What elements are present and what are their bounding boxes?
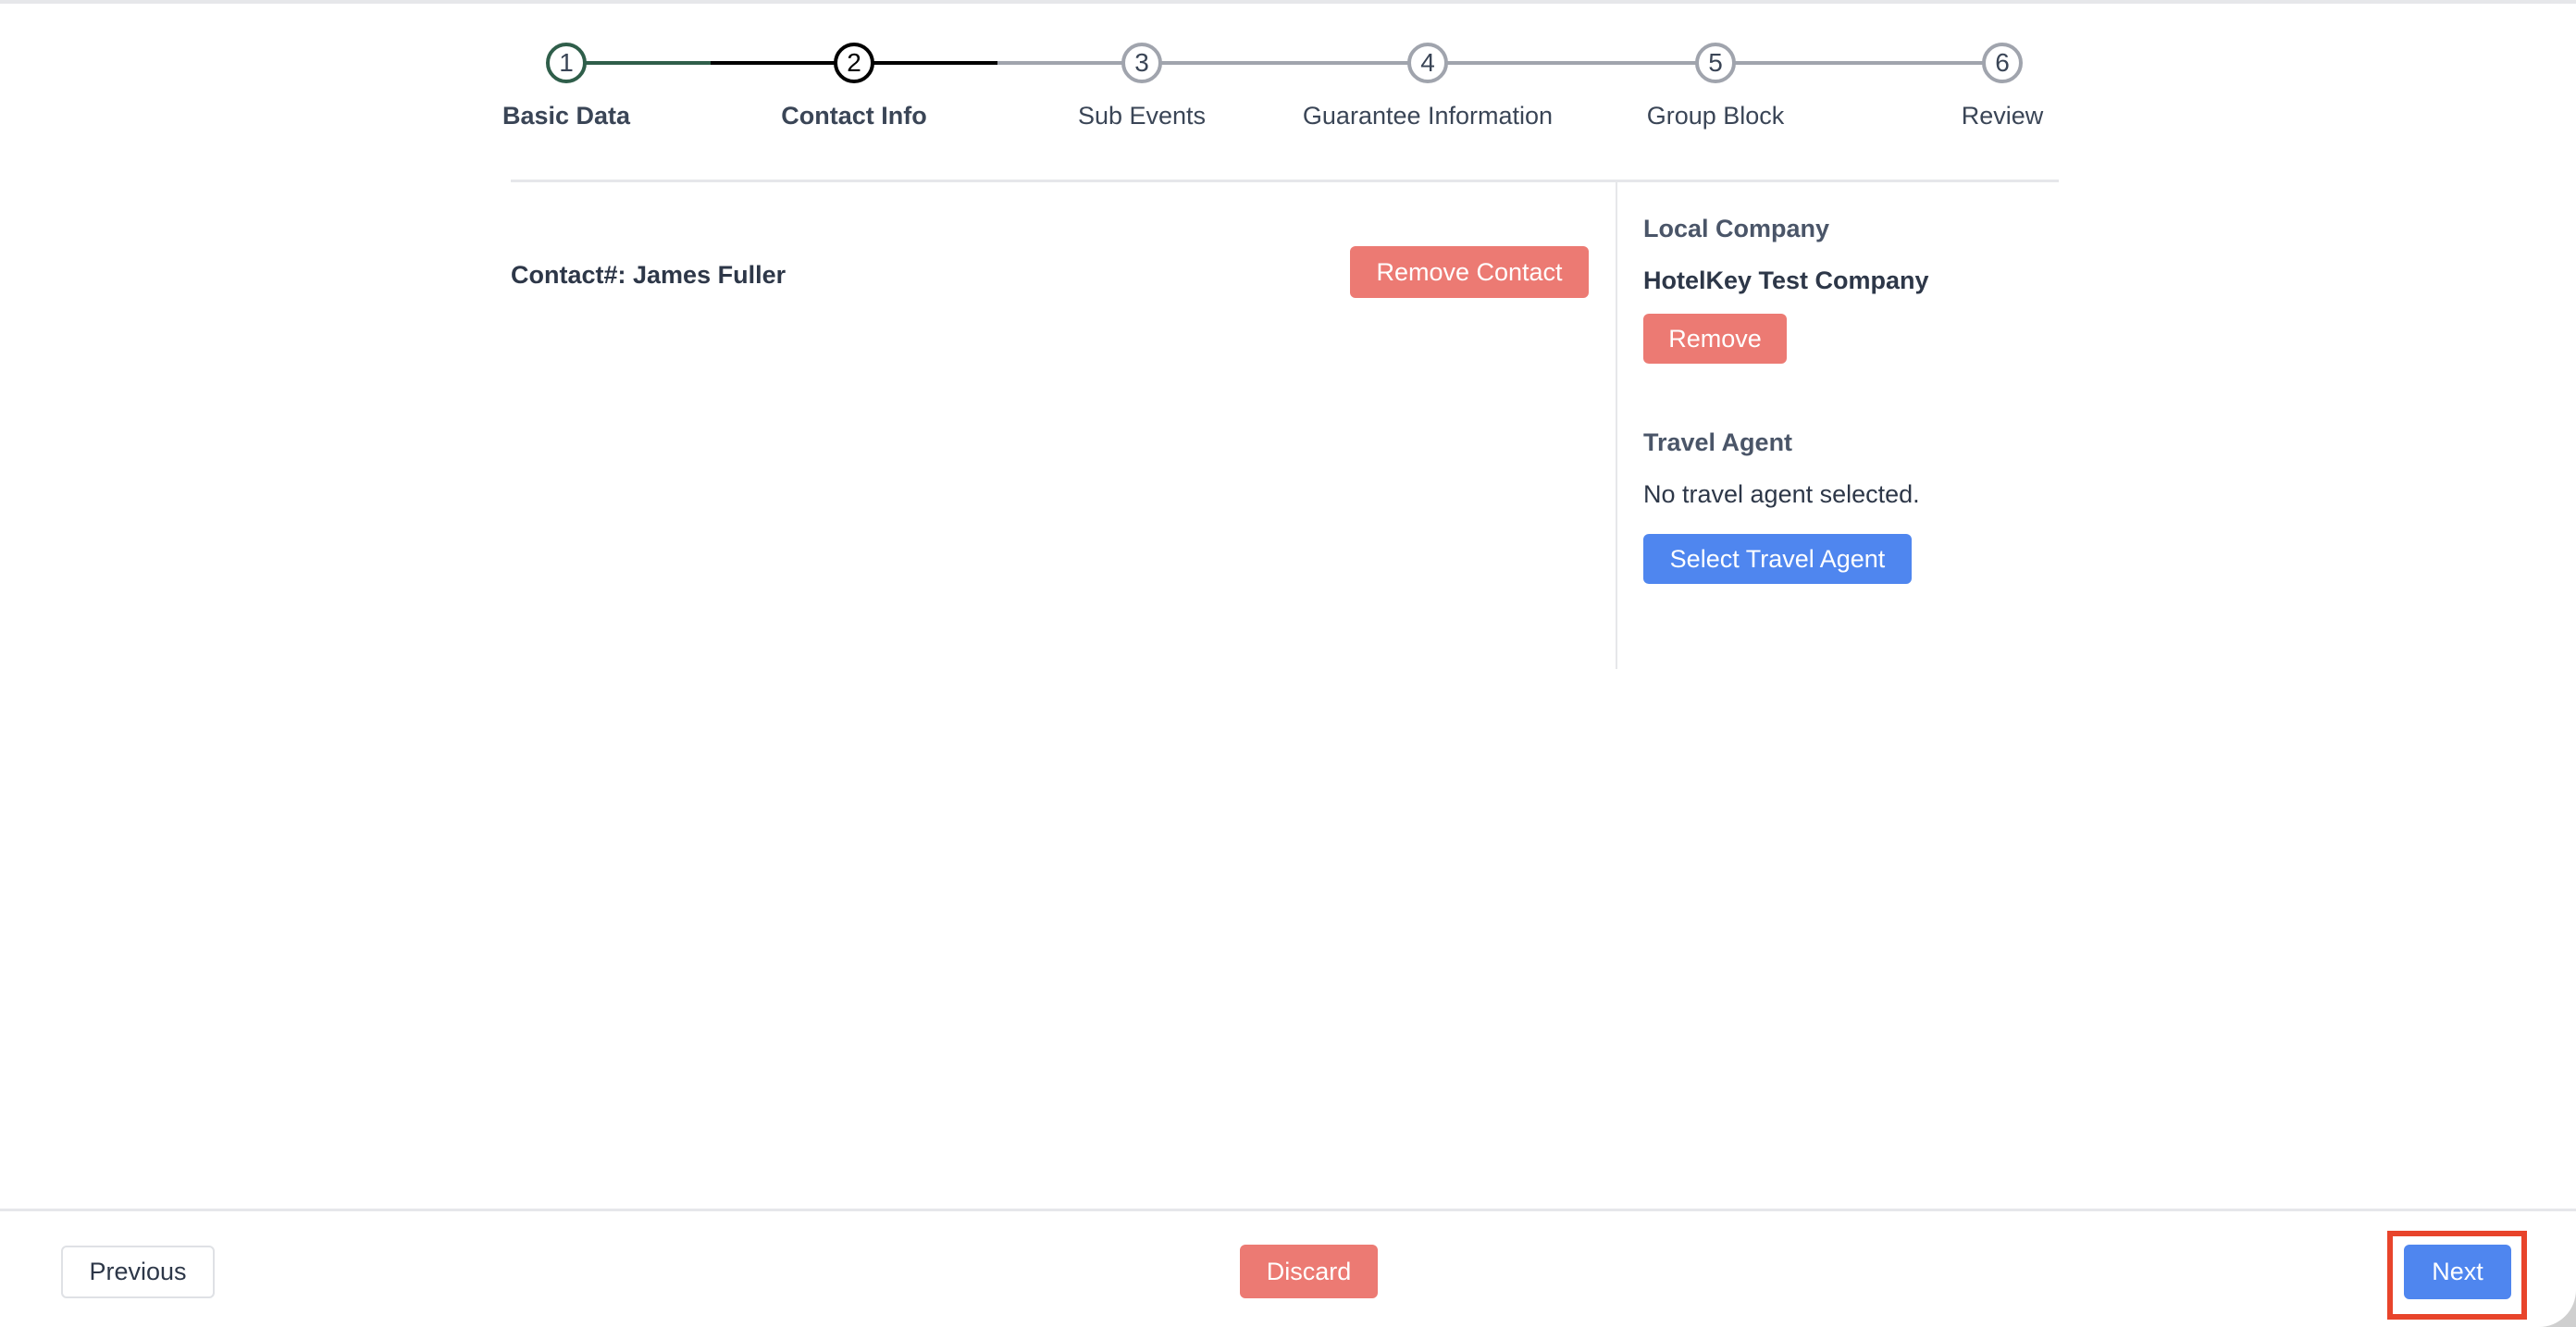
previous-button[interactable]: Previous [61, 1246, 215, 1298]
step-3-label[interactable]: Sub Events [1077, 102, 1207, 130]
step-4-label[interactable]: Guarantee Information [1302, 102, 1554, 130]
header-divider [511, 180, 2059, 182]
next-highlight-box [2387, 1231, 2527, 1320]
step-2-label[interactable]: Contact Info [781, 102, 927, 130]
local-company-heading: Local Company [1643, 215, 1830, 242]
remove-contact-button[interactable]: Remove Contact [1350, 246, 1589, 298]
step-5-circle[interactable]: 5 [1695, 43, 1736, 83]
step-1-label[interactable]: Basic Data [502, 102, 631, 130]
discard-button[interactable]: Discard [1240, 1245, 1378, 1298]
step-6-label[interactable]: Review [1961, 102, 2044, 130]
local-company-name: HotelKey Test Company [1643, 267, 1929, 294]
next-button[interactable]: Next [2404, 1245, 2511, 1299]
step-connector [997, 61, 2002, 65]
remove-company-button[interactable]: Remove [1643, 314, 1787, 364]
step-2-circle[interactable]: 2 [834, 43, 874, 83]
select-travel-agent-button[interactable]: Select Travel Agent [1643, 534, 1912, 584]
step-connector [566, 61, 711, 65]
travel-agent-status: No travel agent selected. [1643, 480, 1920, 508]
travel-agent-heading: Travel Agent [1643, 428, 1793, 456]
step-5-label[interactable]: Group Block [1646, 102, 1785, 130]
footer-divider [0, 1209, 2576, 1211]
column-divider [1616, 182, 1617, 669]
step-4-circle[interactable]: 4 [1407, 43, 1448, 83]
step-3-circle[interactable]: 3 [1121, 43, 1162, 83]
contact-name: Contact#: James Fuller [511, 261, 786, 289]
step-6-circle[interactable]: 6 [1982, 43, 2023, 83]
step-1-circle[interactable]: 1 [546, 43, 587, 83]
